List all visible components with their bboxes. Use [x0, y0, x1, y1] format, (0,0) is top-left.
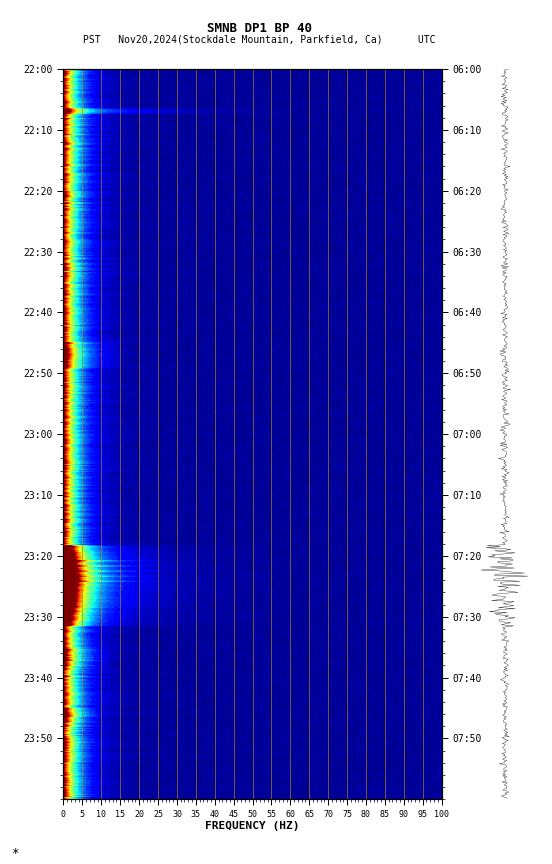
Text: *: * [11, 847, 19, 860]
Text: SMNB DP1 BP 40: SMNB DP1 BP 40 [207, 22, 312, 35]
X-axis label: FREQUENCY (HZ): FREQUENCY (HZ) [205, 822, 300, 831]
Text: PST   Nov20,2024(Stockdale Mountain, Parkfield, Ca)      UTC: PST Nov20,2024(Stockdale Mountain, Parkf… [83, 35, 436, 45]
